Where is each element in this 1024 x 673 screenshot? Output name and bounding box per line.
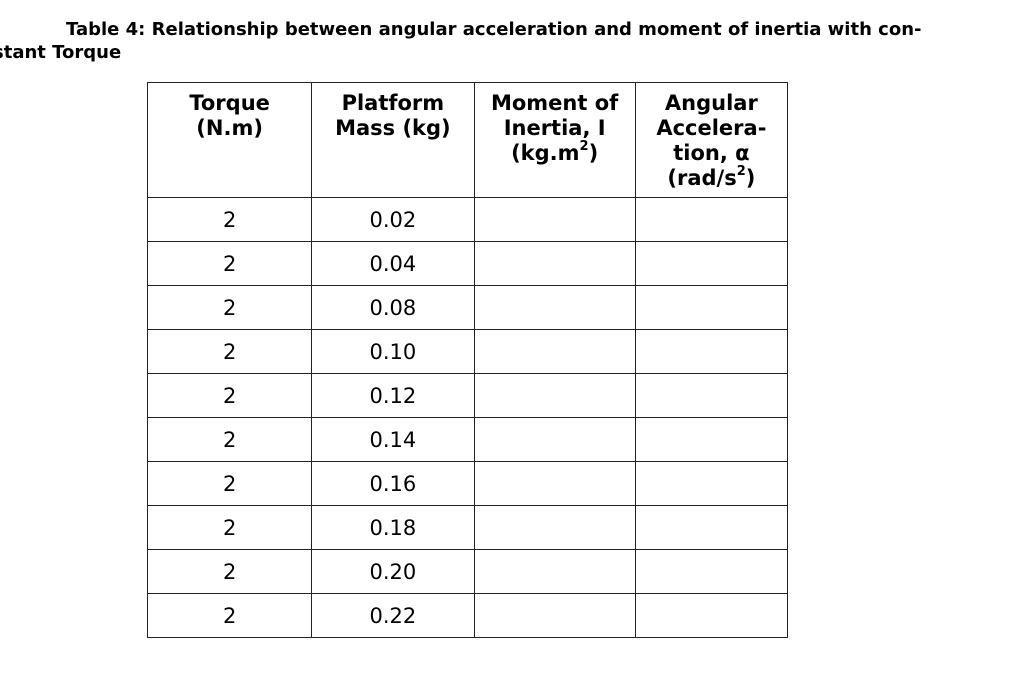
header-moment-of-inertia: Moment of Inertia, I (kg.m2) <box>473 82 636 198</box>
cell-moment-of-inertia <box>473 593 636 638</box>
cell-platform-mass: 0.04 <box>311 241 475 286</box>
cell-moment-of-inertia <box>473 329 636 374</box>
cell-angular-acceleration <box>634 505 789 550</box>
cell-torque: 2 <box>146 593 313 638</box>
table-row: 2 0.12 <box>146 373 789 418</box>
cell-platform-mass: 0.22 <box>311 593 475 638</box>
cell-moment-of-inertia <box>473 373 636 418</box>
cell-platform-mass: 0.12 <box>311 373 475 418</box>
cell-angular-acceleration <box>634 373 789 418</box>
cell-moment-of-inertia <box>473 197 636 242</box>
caption-line-1: Table 4: Relationship between angular ac… <box>66 19 922 40</box>
cell-torque: 2 <box>146 373 313 418</box>
header-row: Torque (N.m) Platform Mass (kg) Moment o… <box>146 82 789 198</box>
cell-torque: 2 <box>146 329 313 374</box>
cell-torque: 2 <box>146 197 313 242</box>
inertia-table: Torque (N.m) Platform Mass (kg) Moment o… <box>146 82 789 638</box>
cell-platform-mass: 0.02 <box>311 197 475 242</box>
table-row: 2 0.16 <box>146 461 789 506</box>
cell-platform-mass: 0.08 <box>311 285 475 330</box>
table-row: 2 0.08 <box>146 285 789 330</box>
cell-moment-of-inertia <box>473 241 636 286</box>
table-row: 2 0.14 <box>146 417 789 462</box>
header-angular-acceleration: Angular Accelera- tion, α (rad/s2) <box>634 82 789 198</box>
cell-torque: 2 <box>146 285 313 330</box>
header-torque: Torque (N.m) <box>146 82 313 198</box>
table-row: 2 0.22 <box>146 593 789 638</box>
table-caption: Table 4: Relationship between angular ac… <box>0 18 1024 64</box>
cell-torque: 2 <box>146 417 313 462</box>
cell-torque: 2 <box>146 241 313 286</box>
cell-torque: 2 <box>146 549 313 594</box>
cell-moment-of-inertia <box>473 461 636 506</box>
cell-platform-mass: 0.10 <box>311 329 475 374</box>
cell-angular-acceleration <box>634 417 789 462</box>
cell-moment-of-inertia <box>473 417 636 462</box>
cell-angular-acceleration <box>634 241 789 286</box>
cell-torque: 2 <box>146 505 313 550</box>
table-row: 2 0.10 <box>146 329 789 374</box>
cell-moment-of-inertia <box>473 505 636 550</box>
cell-angular-acceleration <box>634 549 789 594</box>
cell-angular-acceleration <box>634 329 789 374</box>
cell-platform-mass: 0.16 <box>311 461 475 506</box>
cell-moment-of-inertia <box>473 285 636 330</box>
cell-moment-of-inertia <box>473 549 636 594</box>
table-row: 2 0.04 <box>146 241 789 286</box>
cell-platform-mass: 0.20 <box>311 549 475 594</box>
cell-angular-acceleration <box>634 197 789 242</box>
cell-platform-mass: 0.14 <box>311 417 475 462</box>
table-row: 2 0.18 <box>146 505 789 550</box>
cell-platform-mass: 0.18 <box>311 505 475 550</box>
table-row: 2 0.20 <box>146 549 789 594</box>
cell-angular-acceleration <box>634 285 789 330</box>
cell-angular-acceleration <box>634 461 789 506</box>
cell-torque: 2 <box>146 461 313 506</box>
header-platform-mass: Platform Mass (kg) <box>311 82 475 198</box>
cell-angular-acceleration <box>634 593 789 638</box>
table-body: 2 0.02 2 0.04 2 0.08 2 0.10 2 0.12 2 0.14 2 0.16 2 0.18… <box>146 197 789 638</box>
caption-line-2: stant Torque <box>0 42 122 63</box>
table-row: 2 0.02 <box>146 197 789 242</box>
